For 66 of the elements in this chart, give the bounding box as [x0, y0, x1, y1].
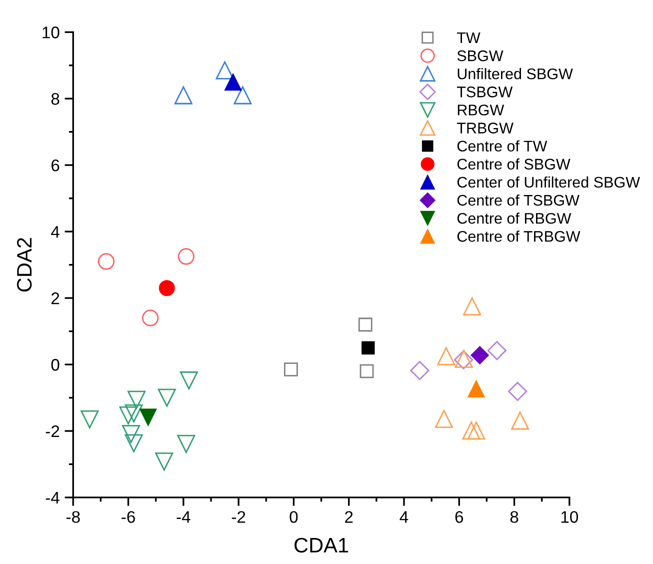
x-tick-label: -6	[122, 511, 135, 523]
y-tick-label: 10	[42, 26, 60, 38]
point	[487, 341, 506, 360]
x-tick-label: -4	[176, 511, 190, 523]
x-tick-label: 2	[345, 511, 353, 523]
point	[410, 360, 430, 380]
y-tick-label: 4	[51, 226, 60, 238]
legend-label: Centre of TSBGW	[457, 194, 580, 206]
point	[437, 347, 456, 366]
point	[178, 248, 195, 265]
point	[234, 86, 252, 104]
x-tick-label: 8	[510, 511, 518, 523]
point	[362, 341, 375, 354]
point	[467, 422, 486, 440]
point	[80, 410, 99, 428]
point	[158, 280, 175, 296]
x-tick-label: -2	[232, 511, 246, 523]
legend-label: TW	[456, 32, 480, 44]
y-tick-label: -4	[46, 492, 60, 504]
point	[128, 390, 146, 409]
point	[284, 362, 298, 376]
y-axis-title: CDA2	[16, 238, 32, 292]
x-tick-label: 4	[400, 511, 408, 523]
point	[224, 73, 242, 91]
legend-label: Center of Unfiltered SBGW	[457, 176, 640, 188]
y-tick-label: 2	[52, 292, 60, 304]
x-tick-label: -8	[66, 511, 80, 523]
point	[463, 297, 482, 316]
point	[142, 310, 159, 326]
point	[122, 424, 140, 443]
point	[216, 61, 234, 80]
point	[124, 434, 143, 452]
point	[155, 452, 174, 471]
x-tick-label: 6	[455, 511, 464, 523]
legend-label: Centre of TW	[457, 140, 548, 152]
point	[177, 434, 196, 453]
y-tick-label: -2	[46, 425, 60, 438]
point	[468, 380, 485, 398]
legend-label: TRBGW	[456, 122, 514, 134]
y-tick-label: 8	[51, 93, 60, 105]
y-tick-label: 6	[52, 159, 60, 172]
legend-label: Unfiltered SBGW	[458, 68, 573, 80]
point	[119, 406, 138, 424]
point	[139, 408, 157, 426]
point	[511, 412, 530, 430]
legend-label: Centre of RBGW	[457, 212, 572, 224]
legend-label: Centre of SBGW	[457, 158, 570, 170]
point	[174, 86, 192, 104]
point	[360, 364, 374, 378]
point	[358, 318, 372, 332]
legend-label: TSBGW	[456, 86, 513, 98]
point	[434, 410, 453, 428]
x-tick-label: 0	[290, 511, 298, 523]
point	[180, 371, 198, 390]
x-axis-title: CDA1	[294, 538, 348, 553]
point	[508, 382, 528, 401]
point	[98, 253, 115, 270]
legend-label: Centre of TRBGW	[457, 230, 580, 242]
point	[158, 388, 176, 407]
legend-label: SBGW	[457, 50, 504, 62]
point	[124, 404, 143, 422]
point	[470, 346, 489, 364]
legend-label: RBGW	[458, 104, 504, 116]
y-tick-label: 0	[51, 358, 60, 371]
x-tick-label: 10	[561, 511, 578, 523]
point	[462, 422, 480, 440]
